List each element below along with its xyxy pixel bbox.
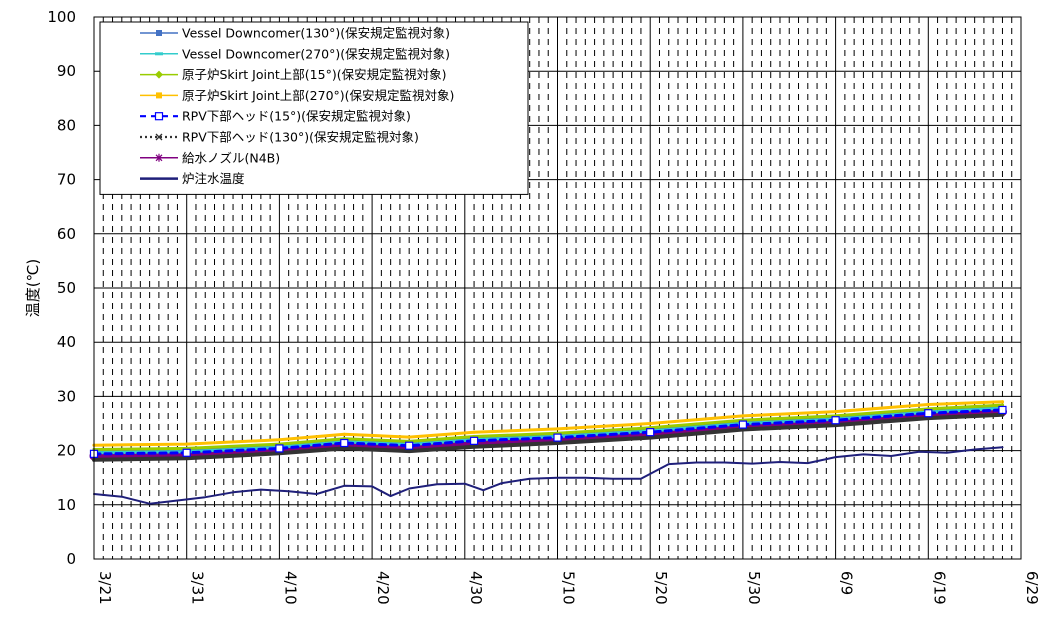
y-tick-label: 0 — [66, 550, 76, 568]
data-point — [1000, 400, 1005, 404]
y-tick-label: 60 — [57, 225, 76, 243]
data-point — [185, 456, 189, 460]
data-point — [407, 435, 411, 439]
legend-box — [99, 21, 529, 195]
data-point — [555, 441, 560, 445]
data-point — [472, 430, 476, 434]
data-point — [998, 405, 1007, 415]
legend-label: 原子炉Skirt Joint上部(15°)(保安規定監視対象) — [182, 67, 446, 82]
y-tick-label: 70 — [57, 171, 76, 189]
series-line-5 — [92, 412, 1005, 462]
data-point — [182, 448, 191, 457]
legend-marker — [155, 133, 163, 141]
data-point — [405, 441, 414, 450]
data-point — [924, 409, 933, 418]
data-point — [741, 414, 745, 418]
y-tick-label: 30 — [57, 387, 76, 405]
y-tick-label: 90 — [57, 62, 76, 80]
x-tick-label: 6/29 — [1023, 571, 1041, 605]
x-tick-label: 5/20 — [652, 571, 670, 605]
series-line-6 — [89, 407, 1007, 461]
data-point — [185, 442, 189, 446]
legend-label: 原子炉Skirt Joint上部(270°)(保安規定監視対象) — [182, 88, 454, 103]
legend-marker — [156, 92, 162, 99]
series-line-4 — [92, 408, 1004, 456]
data-point — [831, 416, 840, 425]
legend-marker — [155, 70, 163, 79]
legend-label: 炉注水温度 — [182, 171, 245, 186]
data-point — [277, 438, 281, 442]
data-point — [648, 421, 652, 426]
data-point — [555, 427, 560, 431]
legend-label: 給水ノズル(N4B) — [182, 150, 280, 165]
y-tick-label: 40 — [57, 333, 76, 351]
data-point — [340, 438, 349, 448]
data-point — [738, 420, 748, 429]
data-point — [342, 432, 346, 436]
legend: Vessel Downcomer(130°)(保安規定監視対象) Vessel D… — [99, 21, 529, 195]
x-tick-label: 6/19 — [930, 571, 948, 605]
data-point — [469, 436, 479, 445]
data-point — [646, 428, 655, 437]
y-tick-label: 80 — [57, 116, 76, 134]
y-tick-label: 50 — [57, 279, 76, 297]
legend-label: RPV下部ヘッド(130°)(保安規定監視対象) — [182, 130, 419, 145]
data-point — [472, 445, 476, 449]
y-axis-label: 温度(℃) — [24, 259, 42, 318]
series-line-2 — [92, 403, 1004, 451]
plot-frame — [93, 16, 1022, 560]
data-point — [275, 444, 284, 453]
y-tick-label: 100 — [47, 8, 76, 26]
x-tick-label: 4/30 — [467, 571, 485, 605]
y-tick-label: 10 — [57, 496, 76, 514]
data-point — [553, 433, 562, 442]
data-point — [648, 435, 652, 440]
legend-label: Vessel Downcomer(130°)(保安規定監視対象) — [182, 26, 450, 41]
series-line-3 — [92, 400, 1004, 447]
legend-marker — [155, 153, 163, 162]
data-point — [834, 409, 838, 414]
x-tick-label: 4/20 — [374, 571, 392, 605]
series-layer — [89, 400, 1007, 505]
legend-marker — [156, 30, 162, 36]
data-point — [342, 446, 346, 451]
x-axis-ticks: 3/21 3/31 4/10 4/20 4/30 5/10 5/20 5/30 6/9 6/19 6… — [96, 571, 1041, 605]
x-tick-label: 6/9 — [838, 571, 856, 595]
x-tick-label: 3/21 — [96, 571, 114, 605]
legend-marker — [154, 112, 164, 121]
x-tick-label: 3/31 — [189, 571, 207, 605]
legend-label: RPV下部ヘッド(15°)(保安規定監視対象) — [182, 109, 411, 124]
legend-marker — [155, 52, 163, 56]
legend-label: Vessel Downcomer(270°)(保安規定監視対象) — [182, 46, 450, 61]
y-axis-ticks: 0 10 20 30 40 50 60 70 80 90 100 — [47, 8, 76, 568]
x-tick-label: 4/10 — [281, 571, 299, 605]
x-tick-label: 5/30 — [745, 571, 763, 605]
series-line-7 — [93, 446, 1004, 505]
x-tick-label: 5/10 — [560, 571, 578, 605]
data-point — [407, 449, 411, 453]
data-point — [926, 402, 930, 407]
y-tick-label: 20 — [57, 442, 76, 460]
